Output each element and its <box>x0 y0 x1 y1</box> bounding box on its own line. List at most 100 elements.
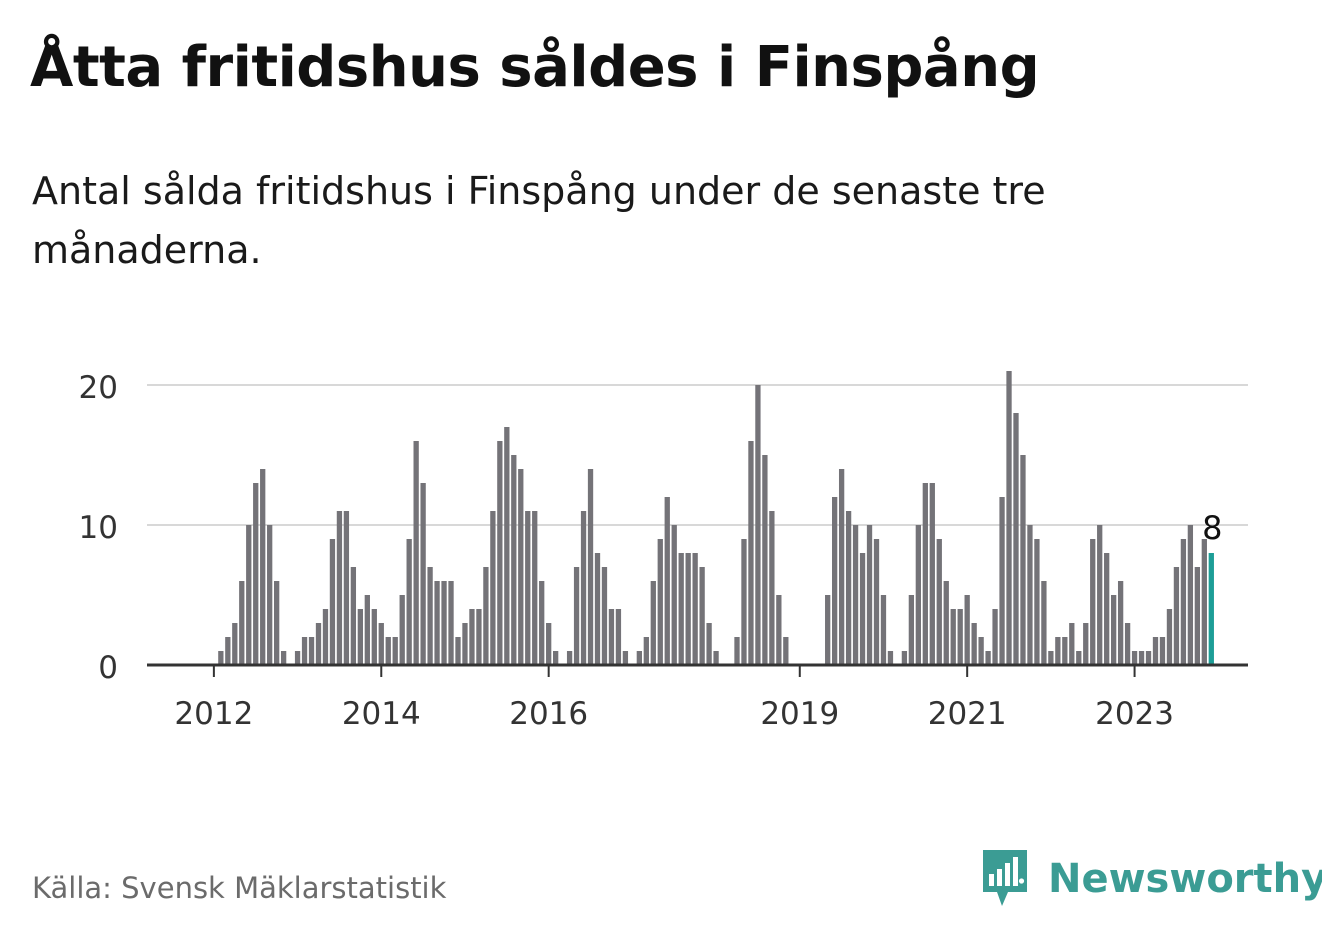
bar <box>950 609 956 665</box>
bar <box>1041 581 1047 665</box>
bar <box>511 455 517 665</box>
y-tick-label: 10 <box>79 510 118 546</box>
x-tick-label: 2021 <box>928 696 1007 732</box>
bar <box>999 497 1005 665</box>
bar <box>873 539 880 665</box>
y-tick-label: 0 <box>98 650 118 686</box>
bar <box>1180 539 1187 665</box>
bar-chart: 0 10 20 2012 2014 2016 2019 2021 2023 8 <box>79 370 1248 732</box>
bar <box>748 441 754 665</box>
bar <box>274 581 280 665</box>
bar <box>322 609 329 665</box>
bar <box>225 637 231 665</box>
bar <box>1013 413 1019 665</box>
bar <box>755 385 761 665</box>
bar <box>671 525 677 665</box>
bar <box>832 497 838 665</box>
bar <box>518 469 524 665</box>
bar <box>943 581 949 665</box>
bar <box>587 469 594 665</box>
bar <box>434 581 440 665</box>
bar <box>566 651 573 665</box>
bar <box>1187 525 1194 665</box>
bar <box>448 581 454 665</box>
bar <box>922 483 928 665</box>
bar <box>1090 539 1096 665</box>
bar <box>692 553 698 665</box>
bar <box>1111 595 1117 665</box>
bar <box>392 637 398 665</box>
data-label: 8 <box>1202 509 1222 547</box>
x-tick-label: 2012 <box>174 696 253 732</box>
bar <box>971 623 977 665</box>
bar <box>992 609 998 665</box>
bar <box>776 595 782 665</box>
bar <box>601 567 608 665</box>
bar <box>825 595 831 665</box>
bar <box>650 581 656 665</box>
bar <box>734 637 740 665</box>
bar <box>1027 525 1033 665</box>
bar <box>866 525 873 665</box>
bar <box>239 581 245 665</box>
bar <box>929 483 935 665</box>
bar <box>455 637 461 665</box>
bar <box>350 567 357 665</box>
bar <box>1104 553 1110 665</box>
bar <box>957 609 963 665</box>
bar <box>378 623 384 665</box>
bar <box>1131 651 1138 665</box>
bar <box>936 539 942 665</box>
bar <box>1020 455 1026 665</box>
bar <box>643 637 649 665</box>
bar <box>1159 637 1166 665</box>
bar <box>553 651 559 665</box>
bar <box>636 651 642 665</box>
bar <box>901 651 908 665</box>
x-tick-label: 2019 <box>760 696 839 732</box>
bar <box>769 511 775 665</box>
bar <box>294 651 301 665</box>
bar <box>1145 651 1152 665</box>
bar <box>385 637 391 665</box>
bar <box>246 525 252 665</box>
bar <box>1138 651 1145 665</box>
x-tick-label: 2016 <box>509 696 588 732</box>
bar <box>880 595 887 665</box>
bar <box>1062 637 1068 665</box>
bar <box>413 441 419 665</box>
bar <box>964 595 970 665</box>
x-tick-label: 2014 <box>342 696 421 732</box>
bar <box>1208 553 1214 665</box>
bar <box>1201 539 1207 665</box>
bar <box>706 623 712 665</box>
x-tick-label: 2023 <box>1095 696 1174 732</box>
bar <box>1048 651 1054 665</box>
chart-subtitle: Antal sålda fritidshus i Finspång under … <box>32 169 1046 272</box>
bar <box>267 525 273 665</box>
bar <box>615 609 622 665</box>
bar <box>1034 539 1040 665</box>
bar <box>364 595 370 665</box>
bar-chart-speech-bubble-icon <box>983 850 1027 906</box>
bar <box>678 553 684 665</box>
bar <box>845 511 852 665</box>
bar <box>838 469 845 665</box>
bar <box>622 651 629 665</box>
bar <box>343 511 350 665</box>
bar <box>525 511 531 665</box>
bar <box>657 539 663 665</box>
bar <box>580 511 587 665</box>
bar <box>1055 637 1061 665</box>
bar <box>1166 609 1173 665</box>
brand-logo: Newsworthy <box>980 848 1322 910</box>
bar <box>490 511 496 665</box>
bar <box>399 595 405 665</box>
bar <box>539 581 545 665</box>
bar <box>260 469 266 665</box>
bar <box>1083 623 1089 665</box>
bar <box>741 539 747 665</box>
bar <box>1173 567 1180 665</box>
bar <box>253 483 259 665</box>
bar <box>608 609 615 665</box>
